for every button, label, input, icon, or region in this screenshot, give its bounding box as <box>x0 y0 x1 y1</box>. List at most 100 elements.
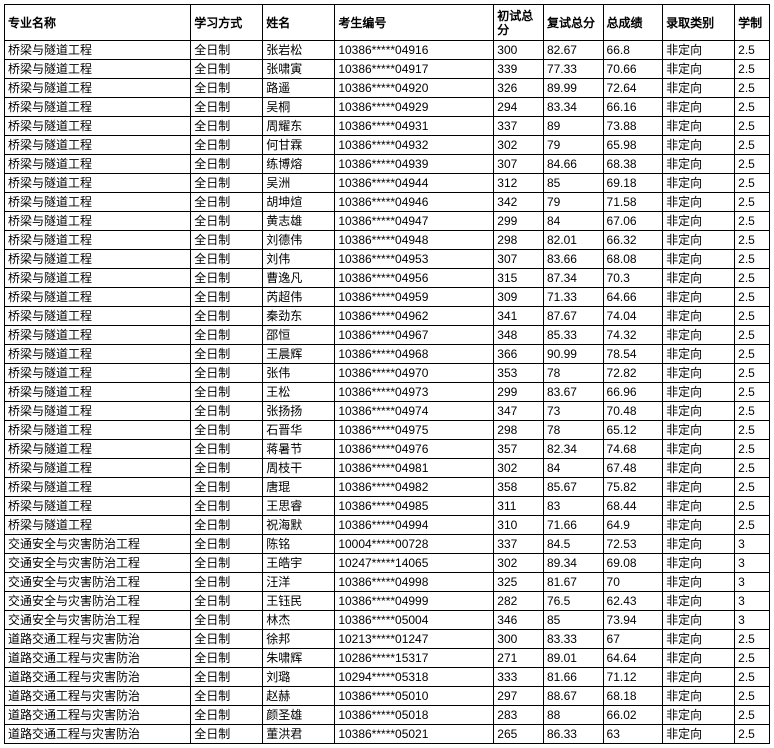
cell: 3 <box>735 554 770 573</box>
cell: 2.5 <box>735 212 770 231</box>
cell: 69.18 <box>603 174 663 193</box>
cell: 非定向 <box>663 60 735 79</box>
table-row: 道路交通工程与灾害防治全日制刘璐10294*****0531833381.667… <box>5 668 770 687</box>
cell: 10386*****04973 <box>335 383 494 402</box>
cell: 非定向 <box>663 668 735 687</box>
cell: 非定向 <box>663 383 735 402</box>
cell: 64.9 <box>603 516 663 535</box>
cell: 非定向 <box>663 478 735 497</box>
cell: 全日制 <box>191 611 263 630</box>
col-total-score: 总成绩 <box>603 5 663 41</box>
cell: 10386*****04916 <box>335 41 494 60</box>
cell: 桥梁与隧道工程 <box>5 497 191 516</box>
table-row: 桥梁与隧道工程全日制张扬扬10386*****049743477370.48非定… <box>5 402 770 421</box>
cell: 桥梁与隧道工程 <box>5 155 191 174</box>
cell: 董洪君 <box>263 725 335 744</box>
cell: 全日制 <box>191 288 263 307</box>
cell: 333 <box>494 668 544 687</box>
cell: 2.5 <box>735 98 770 117</box>
cell: 307 <box>494 250 544 269</box>
cell: 2.5 <box>735 649 770 668</box>
cell: 道路交通工程与灾害防治 <box>5 687 191 706</box>
cell: 73.94 <box>603 611 663 630</box>
cell: 2.5 <box>735 60 770 79</box>
cell: 10386*****04947 <box>335 212 494 231</box>
cell: 2.5 <box>735 193 770 212</box>
cell: 79 <box>543 136 603 155</box>
cell: 10386*****04985 <box>335 497 494 516</box>
cell: 82.67 <box>543 41 603 60</box>
cell: 非定向 <box>663 79 735 98</box>
cell: 71.12 <box>603 668 663 687</box>
cell: 非定向 <box>663 630 735 649</box>
cell: 10386*****04939 <box>335 155 494 174</box>
table-row: 交通安全与灾害防治工程全日制林杰10386*****050043468573.9… <box>5 611 770 630</box>
cell: 非定向 <box>663 421 735 440</box>
cell: 341 <box>494 307 544 326</box>
cell: 唐琨 <box>263 478 335 497</box>
cell: 王思睿 <box>263 497 335 516</box>
cell: 全日制 <box>191 706 263 725</box>
cell: 67.48 <box>603 459 663 478</box>
cell: 2.5 <box>735 307 770 326</box>
cell: 全日制 <box>191 668 263 687</box>
cell: 王晨辉 <box>263 345 335 364</box>
cell: 10004*****00728 <box>335 535 494 554</box>
cell: 2.5 <box>735 136 770 155</box>
cell: 10386*****05021 <box>335 725 494 744</box>
cell: 桥梁与隧道工程 <box>5 174 191 193</box>
cell: 全日制 <box>191 383 263 402</box>
table-row: 桥梁与隧道工程全日制周耀东10386*****049313378973.88非定… <box>5 117 770 136</box>
cell: 张啸寅 <box>263 60 335 79</box>
table-row: 桥梁与隧道工程全日制蒋暑节10386*****0497635782.3474.6… <box>5 440 770 459</box>
cell: 67.06 <box>603 212 663 231</box>
cell: 78 <box>543 364 603 383</box>
cell: 10386*****04948 <box>335 231 494 250</box>
cell: 85.67 <box>543 478 603 497</box>
cell: 339 <box>494 60 544 79</box>
cell: 2.5 <box>735 516 770 535</box>
cell: 74.68 <box>603 440 663 459</box>
cell: 路遥 <box>263 79 335 98</box>
table-row: 交通安全与灾害防治工程全日制王皓宇10247*****1406530289.34… <box>5 554 770 573</box>
col-name: 姓名 <box>263 5 335 41</box>
table-row: 桥梁与隧道工程全日制唐琨10386*****0498235885.6775.82… <box>5 478 770 497</box>
cell: 66.16 <box>603 98 663 117</box>
cell: 非定向 <box>663 269 735 288</box>
cell: 全日制 <box>191 535 263 554</box>
table-row: 桥梁与隧道工程全日制曹逸凡10386*****0495631587.3470.3… <box>5 269 770 288</box>
cell: 交通安全与灾害防治工程 <box>5 611 191 630</box>
cell: 非定向 <box>663 725 735 744</box>
table-row: 桥梁与隧道工程全日制练博熔10386*****0493930784.6668.3… <box>5 155 770 174</box>
cell: 70.66 <box>603 60 663 79</box>
cell: 3 <box>735 573 770 592</box>
cell: 全日制 <box>191 573 263 592</box>
cell: 桥梁与隧道工程 <box>5 364 191 383</box>
cell: 非定向 <box>663 231 735 250</box>
cell: 全日制 <box>191 136 263 155</box>
cell: 315 <box>494 269 544 288</box>
cell: 89.99 <box>543 79 603 98</box>
cell: 2.5 <box>735 668 770 687</box>
cell: 道路交通工程与灾害防治 <box>5 649 191 668</box>
table-row: 桥梁与隧道工程全日制黄志雄10386*****049472998467.06非定… <box>5 212 770 231</box>
cell: 357 <box>494 440 544 459</box>
cell: 2.5 <box>735 250 770 269</box>
cell: 2.5 <box>735 41 770 60</box>
cell: 10386*****04956 <box>335 269 494 288</box>
cell: 66.32 <box>603 231 663 250</box>
cell: 邵恒 <box>263 326 335 345</box>
cell: 88.67 <box>543 687 603 706</box>
cell: 10386*****05018 <box>335 706 494 725</box>
cell: 70.3 <box>603 269 663 288</box>
col-admission-type: 录取类别 <box>663 5 735 41</box>
cell: 78.54 <box>603 345 663 364</box>
cell: 337 <box>494 535 544 554</box>
cell: 刘璐 <box>263 668 335 687</box>
cell: 全日制 <box>191 687 263 706</box>
cell: 83 <box>543 497 603 516</box>
cell: 朱啸辉 <box>263 649 335 668</box>
cell: 76.5 <box>543 592 603 611</box>
cell: 2.5 <box>735 383 770 402</box>
cell: 2.5 <box>735 402 770 421</box>
